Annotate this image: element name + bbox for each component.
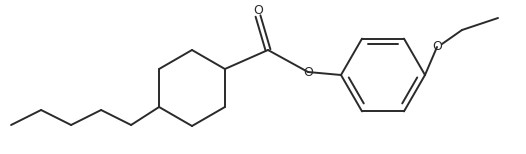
Text: O: O [253,4,263,16]
Text: O: O [432,41,442,53]
Text: O: O [303,65,313,79]
